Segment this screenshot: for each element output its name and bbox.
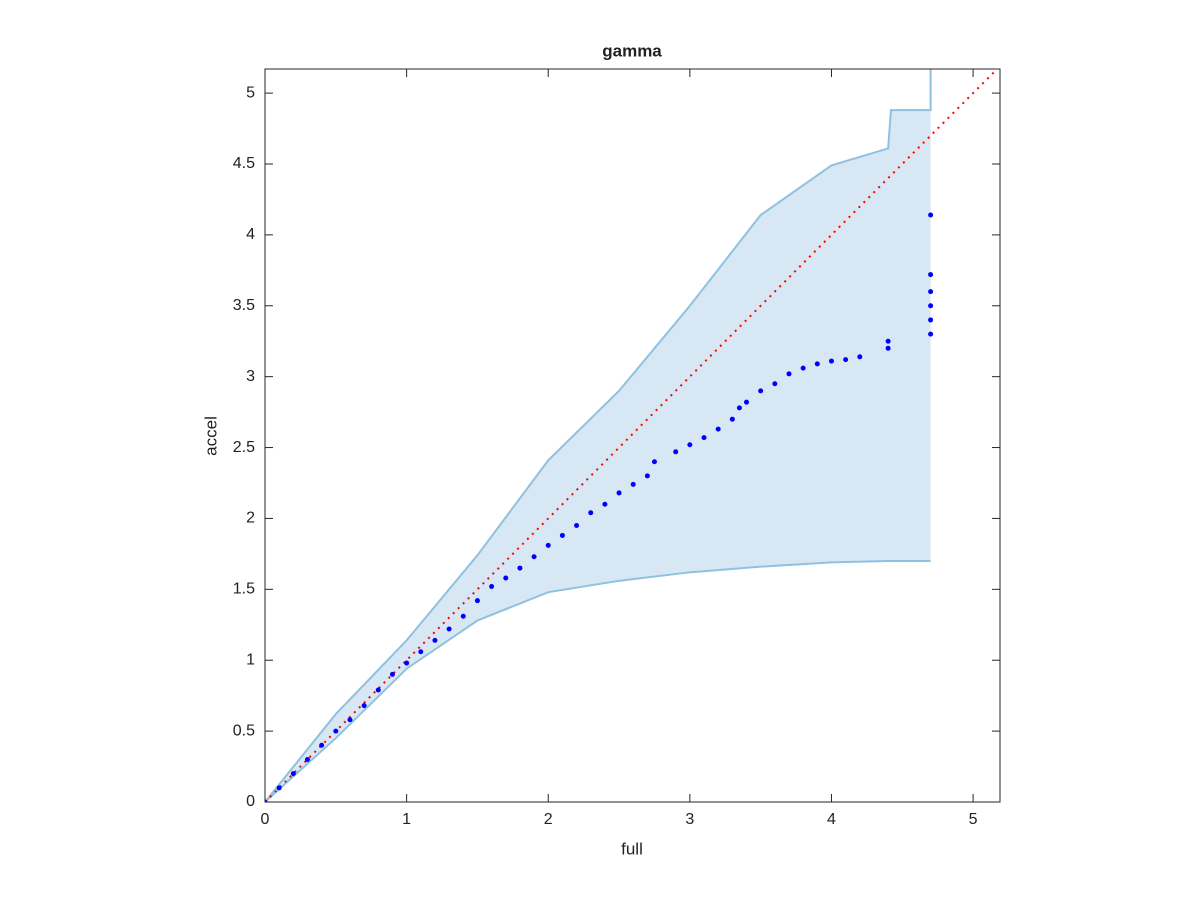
y-tick-label: 5 [246, 84, 255, 101]
data-point [736, 405, 742, 411]
data-point [885, 345, 891, 351]
band-upper-edge [265, 69, 932, 802]
data-point [928, 212, 934, 218]
data-point [290, 771, 296, 777]
data-point [517, 565, 523, 571]
data-point [800, 365, 806, 371]
confidence-band [265, 69, 931, 802]
x-tick-label: 5 [969, 811, 978, 828]
data-point [333, 728, 339, 734]
data-point [651, 459, 657, 465]
x-tick-label: 0 [261, 811, 270, 828]
data-point [361, 703, 367, 709]
data-point [744, 399, 750, 405]
data-point [602, 501, 608, 507]
data-point [276, 785, 282, 791]
band-lower-edge [265, 559, 931, 802]
data-point [265, 799, 268, 802]
data-point [559, 532, 565, 538]
data-point [630, 481, 636, 487]
data-point [375, 687, 381, 693]
data-point [616, 490, 622, 496]
data-point [715, 426, 721, 432]
data-point [928, 317, 934, 323]
data-point [814, 361, 820, 367]
y-tick-label: 2 [246, 510, 255, 527]
x-tick-label: 1 [402, 811, 411, 828]
data-point [404, 660, 410, 666]
data-point [489, 583, 495, 589]
reference-line [265, 69, 998, 802]
x-tick-label: 4 [827, 811, 836, 828]
x-tick-label: 2 [544, 811, 553, 828]
data-point [701, 435, 707, 441]
data-point [418, 649, 424, 655]
x-axis-label: full [621, 839, 643, 858]
data-point [446, 626, 452, 632]
y-tick-label: 2.5 [233, 439, 255, 456]
data-point [644, 473, 650, 479]
data-point [928, 272, 934, 278]
data-point [687, 442, 693, 448]
data-point [432, 637, 438, 643]
data-point [545, 542, 551, 548]
y-tick-label: 3.5 [233, 297, 255, 314]
y-tick-label: 4 [246, 226, 255, 243]
y-tick-label: 0 [246, 793, 255, 810]
data-point [828, 358, 834, 364]
y-tick-label: 4.5 [233, 155, 255, 172]
data-point [474, 598, 480, 604]
data-point [503, 575, 509, 581]
data-point [885, 338, 891, 344]
data-point [531, 554, 537, 560]
data-point [389, 671, 395, 677]
y-tick-label: 3 [246, 368, 255, 385]
data-point [758, 388, 764, 394]
y-axis-label: accel [201, 416, 220, 456]
data-point [574, 523, 580, 529]
y-tick-label: 0.5 [233, 722, 255, 739]
y-tick-label: 1.5 [233, 581, 255, 598]
data-point [843, 357, 849, 363]
chart-title: gamma [602, 41, 662, 60]
data-point [319, 742, 325, 748]
data-point [729, 416, 735, 422]
data-point [928, 289, 934, 295]
data-point [460, 613, 466, 619]
data-point [786, 371, 792, 377]
data-point [928, 303, 934, 309]
data-point [347, 717, 353, 723]
data-point [857, 354, 863, 360]
data-point [673, 449, 679, 455]
x-tick-label: 3 [685, 811, 694, 828]
plot-area [265, 69, 998, 802]
data-point [304, 756, 310, 762]
axes-box [264, 68, 1001, 803]
data-point [772, 381, 778, 387]
y-tick-label: 1 [246, 651, 255, 668]
data-point [928, 331, 934, 337]
data-point [588, 510, 594, 516]
